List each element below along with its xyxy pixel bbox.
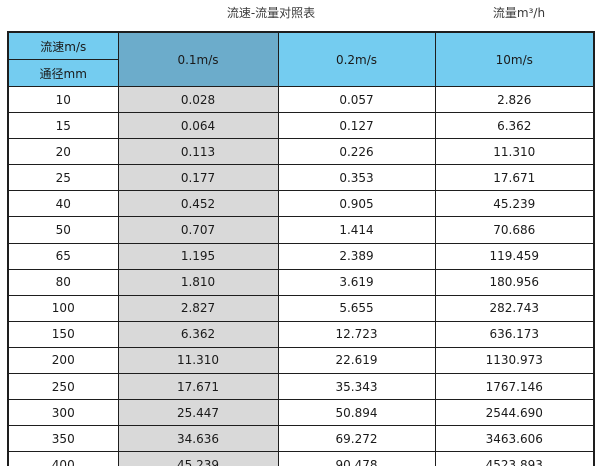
table-row: 400 45.239 90.478 4523.893 xyxy=(7,451,595,466)
pipe-diameter-cell: 10 xyxy=(7,85,119,114)
table-row: 150 6.362 12.723 636.173 xyxy=(7,320,595,348)
flow-cell-0-2ms: 69.272 xyxy=(277,425,436,453)
flow-cell-10ms: 3463.606 xyxy=(434,425,595,453)
pipe-diameter-cell: 100 xyxy=(7,294,119,322)
flow-cell-0-2ms: 0.226 xyxy=(277,138,436,166)
table-row: 300 25.447 50.894 2544.690 xyxy=(7,399,595,427)
pipe-diameter-cell: 350 xyxy=(7,425,119,453)
flow-cell-0-2ms: 35.343 xyxy=(277,373,436,401)
flow-cell-10ms: 2.826 xyxy=(434,85,595,114)
table-row: 15 0.064 0.127 6.362 xyxy=(7,112,595,140)
pipe-diameter-cell: 150 xyxy=(7,320,119,348)
table-row: 20 0.113 0.226 11.310 xyxy=(7,138,595,166)
table-row: 100 2.827 5.655 282.743 xyxy=(7,294,595,322)
pipe-diameter-cell: 40 xyxy=(7,190,119,218)
pipe-diameter-cell: 250 xyxy=(7,373,119,401)
flow-cell-10ms: 4523.893 xyxy=(434,451,595,466)
header-row-bottom: 通径mm xyxy=(7,59,594,87)
flow-cell-0-2ms: 1.414 xyxy=(277,216,436,244)
velocity-header-0-2ms: 0.2m/s xyxy=(277,31,436,87)
table-row: 10 0.028 0.057 2.826 xyxy=(7,85,595,114)
table-row: 80 1.810 3.619 180.956 xyxy=(7,268,595,296)
flow-table-body: 10 0.028 0.057 2.826 15 0.064 0.127 6.362 20 0.11… xyxy=(7,85,595,466)
flow-cell-0-1ms: 0.028 xyxy=(117,85,279,114)
corner-diameter-label: 通径mm xyxy=(7,59,119,87)
flow-cell-0-2ms: 12.723 xyxy=(277,320,436,348)
table-row: 200 11.310 22.619 1130.973 xyxy=(7,346,595,375)
flow-cell-0-1ms: 0.707 xyxy=(117,216,279,244)
flow-cell-10ms: 636.173 xyxy=(434,320,595,348)
flow-cell-10ms: 11.310 xyxy=(434,138,595,166)
flow-cell-10ms: 17.671 xyxy=(434,164,595,192)
flow-cell-0-2ms: 2.389 xyxy=(277,242,436,270)
flow-cell-0-2ms: 5.655 xyxy=(277,294,436,322)
velocity-header-10ms: 10m/s xyxy=(434,31,595,87)
flow-cell-0-1ms: 1.810 xyxy=(117,268,279,296)
flow-cell-10ms: 2544.690 xyxy=(434,399,595,427)
pipe-diameter-cell: 80 xyxy=(7,268,119,296)
corner-velocity-label: 流速m/s xyxy=(7,31,119,60)
flow-cell-10ms: 1767.146 xyxy=(434,373,595,401)
pipe-diameter-cell: 25 xyxy=(7,164,119,192)
flow-cell-0-2ms: 50.894 xyxy=(277,399,436,427)
flow-cell-10ms: 180.956 xyxy=(434,268,595,296)
flow-cell-0-2ms: 0.905 xyxy=(277,190,436,218)
flow-cell-10ms: 282.743 xyxy=(434,294,595,322)
table-row: 25 0.177 0.353 17.671 xyxy=(7,164,595,192)
flow-cell-10ms: 119.459 xyxy=(434,242,595,270)
flow-cell-0-1ms: 17.671 xyxy=(117,373,279,401)
flow-cell-0-1ms: 0.113 xyxy=(117,138,279,166)
table-row: 350 34.636 69.272 3463.606 xyxy=(7,425,595,453)
flow-cell-10ms: 70.686 xyxy=(434,216,595,244)
table-row: 50 0.707 1.414 70.686 xyxy=(7,216,595,244)
flow-cell-0-1ms: 45.239 xyxy=(117,451,279,466)
pipe-diameter-cell: 50 xyxy=(7,216,119,244)
flow-cell-0-2ms: 3.619 xyxy=(277,268,436,296)
flow-cell-0-2ms: 90.478 xyxy=(277,451,436,466)
table-row: 250 17.671 35.343 1767.146 xyxy=(7,373,595,401)
pipe-diameter-cell: 400 xyxy=(7,451,119,466)
flow-cell-0-1ms: 25.447 xyxy=(117,399,279,427)
flow-cell-10ms: 1130.973 xyxy=(434,346,595,375)
flow-cell-0-1ms: 1.195 xyxy=(117,242,279,270)
flow-cell-0-1ms: 0.064 xyxy=(117,112,279,140)
flow-cell-0-1ms: 6.362 xyxy=(117,320,279,348)
flow-cell-0-1ms: 0.177 xyxy=(117,164,279,192)
velocity-header-0-1ms: 0.1m/s xyxy=(117,31,279,87)
pipe-diameter-cell: 300 xyxy=(7,399,119,427)
pipe-diameter-cell: 65 xyxy=(7,242,119,270)
table-row: 65 1.195 2.389 119.459 xyxy=(7,242,595,270)
flow-cell-0-1ms: 2.827 xyxy=(117,294,279,322)
flow-table: 流速m/s 0.1m/s 0.2m/s 10m/s 通径mm 10 0.028 0.… xyxy=(7,31,595,466)
header-row-top: 流速m/s 0.1m/s 0.2m/s 10m/s xyxy=(7,31,595,87)
flow-cell-0-2ms: 0.353 xyxy=(277,164,436,192)
flow-cell-0-2ms: 0.057 xyxy=(277,85,436,114)
flow-cell-10ms: 45.239 xyxy=(434,190,595,218)
flow-cell-0-1ms: 0.452 xyxy=(117,190,279,218)
flow-cell-0-2ms: 22.619 xyxy=(277,346,436,375)
flow-cell-0-1ms: 11.310 xyxy=(117,346,279,375)
flow-cell-10ms: 6.362 xyxy=(434,112,595,140)
flow-cell-0-1ms: 34.636 xyxy=(117,425,279,453)
pipe-diameter-cell: 20 xyxy=(7,138,119,166)
flow-cell-0-2ms: 0.127 xyxy=(277,112,436,140)
flow-table-header: 流速m/s 0.1m/s 0.2m/s 10m/s 通径mm xyxy=(7,31,595,87)
table-row: 40 0.452 0.905 45.239 xyxy=(7,190,595,218)
pipe-diameter-cell: 15 xyxy=(7,112,119,140)
table-title: 流速-流量对照表 xyxy=(226,6,316,20)
flow-unit-label: 流量m³/h xyxy=(492,6,546,20)
pipe-diameter-cell: 200 xyxy=(7,346,119,375)
